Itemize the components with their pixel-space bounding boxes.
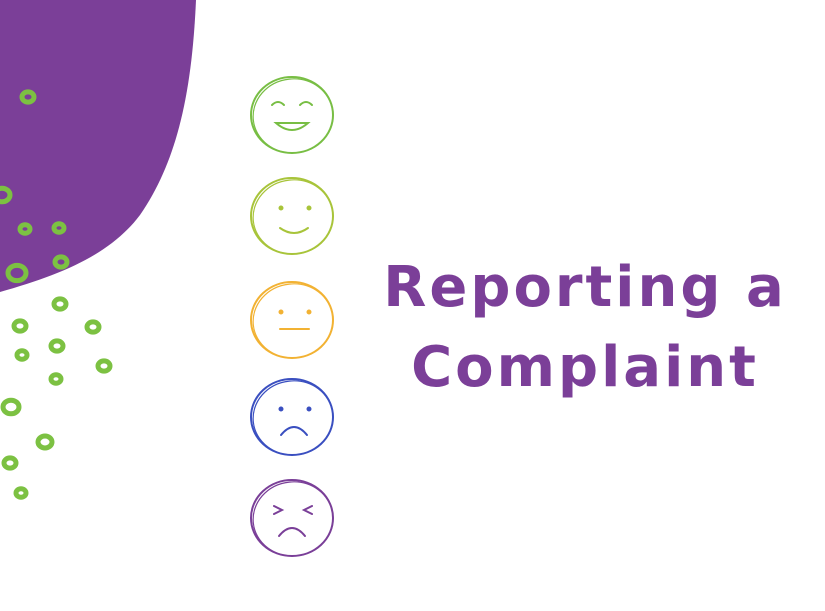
purple-blob (0, 0, 196, 292)
green-dot (1, 455, 19, 471)
green-dot (51, 296, 69, 312)
green-dot (51, 221, 67, 235)
frowning-face-icon (250, 378, 334, 456)
green-dot (95, 358, 113, 374)
green-dot (13, 486, 29, 500)
green-dot (0, 397, 22, 417)
green-dot (17, 222, 33, 236)
green-dot (19, 89, 37, 105)
laughing-face-icon (250, 76, 334, 154)
green-dot (48, 372, 64, 386)
green-dot (35, 433, 55, 451)
green-dots (0, 89, 113, 500)
smiling-face-icon (250, 177, 334, 255)
green-dot (14, 348, 30, 362)
title-line-2: Complaint (411, 335, 759, 400)
neutral-face-icon (250, 281, 334, 359)
title-line-1: Reporting a (383, 255, 787, 320)
green-dot (5, 262, 29, 284)
green-dot (52, 254, 70, 270)
green-dot (48, 338, 66, 354)
slide-title: Reporting a Complaint (370, 248, 800, 408)
green-dot (0, 185, 13, 205)
emoji-scale (250, 76, 334, 557)
green-dot (11, 318, 29, 334)
green-dot (84, 319, 102, 335)
angry-face-icon (250, 479, 334, 557)
